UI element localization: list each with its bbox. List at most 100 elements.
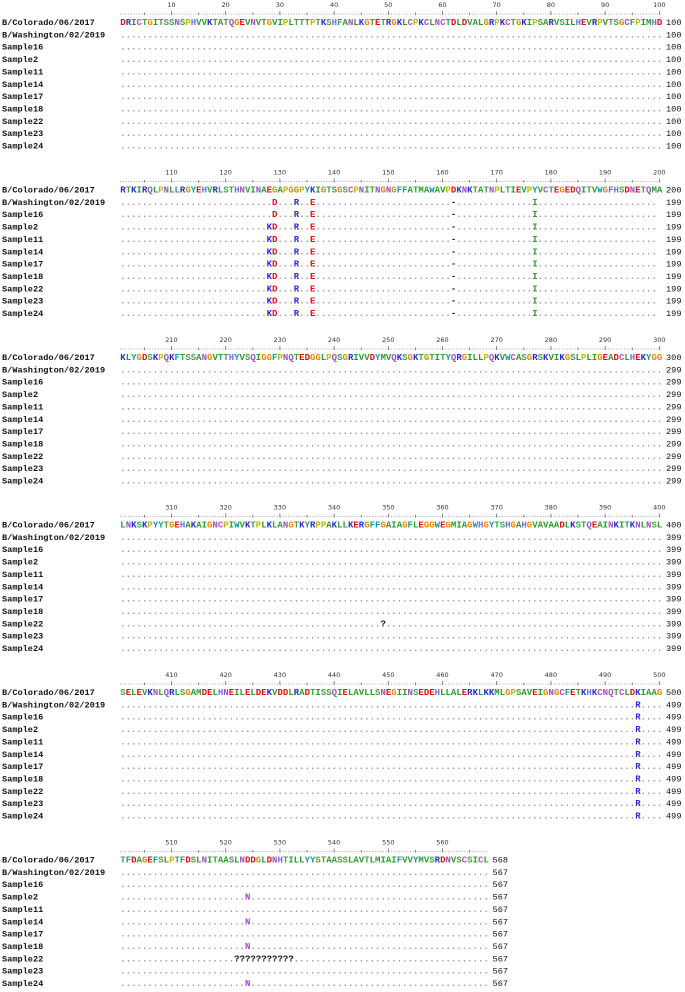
sequence: ........................................… — [120, 737, 662, 747]
sequence-end: 568 — [493, 856, 508, 866]
sequence: ........................................… — [120, 750, 662, 760]
ruler-number: 40 — [330, 1, 338, 9]
sequence: TFDAGEFSLPTFDSLNITAASLNDDGLDNHTILLYYSTAA… — [120, 856, 489, 866]
ruler-number: 380 — [545, 504, 557, 512]
ruler-number: 110 — [165, 169, 177, 177]
sequence-end: 199 — [666, 260, 681, 270]
sequence-end: 199 — [666, 247, 681, 257]
sequence: .....................???????????........… — [120, 954, 489, 964]
sequence: ........................................… — [120, 700, 662, 710]
sequence-end: 100 — [666, 67, 681, 77]
sequence: ........................................… — [120, 533, 662, 543]
sequence-end: 299 — [666, 427, 681, 437]
sequence-end: 399 — [666, 595, 681, 605]
sequence-name: B/Washington/02/2019 — [2, 30, 105, 40]
sequence-name: Sample14 — [2, 247, 43, 257]
sequence-name: B/Washington/02/2019 — [2, 868, 105, 878]
sequence: ...........................KD...R..E....… — [120, 260, 657, 270]
sequence-end: 399 — [666, 582, 681, 592]
sequence-name: B/Colorado/06/2017 — [2, 856, 95, 866]
sequence-name: Sample14 — [2, 582, 43, 592]
ruler-number: 350 — [382, 504, 394, 512]
sequence-name: Sample18 — [2, 439, 43, 449]
ruler-number: 290 — [599, 336, 611, 344]
ruler-number: 200 — [653, 169, 665, 177]
sequence-name: Sample24 — [2, 477, 43, 487]
sequence: .......................N................… — [120, 979, 489, 989]
sequence: .......................N................… — [120, 942, 489, 952]
sequence-name: Sample23 — [2, 129, 43, 139]
sequence: ........................................… — [120, 452, 662, 462]
sequence-name: Sample17 — [2, 427, 43, 437]
sequence: ........................................… — [120, 632, 662, 642]
sequence-end: 299 — [666, 439, 681, 449]
sequence-name: B/Colorado/06/2017 — [2, 521, 95, 531]
sequence: ........................................… — [120, 868, 489, 878]
sequence: ...........................KD...R..E....… — [120, 297, 657, 307]
sequence: ...........................KD...R..E....… — [120, 309, 657, 319]
sequence-name: Sample14 — [2, 917, 43, 927]
sequence-name: Sample2 — [2, 223, 38, 233]
sequence-name: B/Washington/02/2019 — [2, 365, 105, 375]
sequence: ........................................… — [120, 464, 662, 474]
ruler-number: 310 — [165, 504, 177, 512]
sequence-name: Sample11 — [2, 402, 43, 412]
ruler-number: 550 — [382, 839, 394, 847]
sequence: ........................................… — [120, 799, 662, 809]
sequence: ........................................… — [120, 713, 662, 723]
sequence-end: 100 — [666, 104, 681, 114]
sequence: ........................................… — [120, 390, 662, 400]
ruler-number: 340 — [328, 504, 340, 512]
sequence-name: B/Washington/02/2019 — [2, 198, 105, 208]
sequence-end: 299 — [666, 365, 681, 375]
ruler-number: 100 — [653, 1, 665, 9]
sequence: ........................................… — [120, 415, 662, 425]
sequence: ........................................… — [120, 402, 662, 412]
ruler-number: 50 — [384, 1, 392, 9]
sequence-end: 100 — [666, 142, 681, 152]
ruler-number: 390 — [599, 504, 611, 512]
sequence-end: 499 — [666, 713, 681, 723]
sequence-end: 499 — [666, 750, 681, 760]
sequence-name: Sample17 — [2, 595, 43, 605]
sequence-name: Sample16 — [2, 378, 43, 388]
sequence-end: 100 — [666, 117, 681, 127]
sequence: ............................D...R..E....… — [120, 210, 657, 220]
ruler-number: 70 — [493, 1, 501, 9]
sequence-end: 567 — [493, 967, 508, 977]
sequence-end: 567 — [493, 893, 508, 903]
sequence-name: Sample18 — [2, 942, 43, 952]
sequence-end: 499 — [666, 737, 681, 747]
sequence-end: 199 — [666, 198, 681, 208]
sequence-name: B/Washington/02/2019 — [2, 533, 105, 543]
sequence-name: Sample24 — [2, 644, 43, 654]
ruler-number: 180 — [545, 169, 557, 177]
sequence: ...........................KD...R..E....… — [120, 223, 657, 233]
sequence: ........................................… — [120, 142, 662, 152]
sequence-end: 567 — [493, 905, 508, 915]
ruler-number: 160 — [436, 169, 448, 177]
sequence-name: Sample2 — [2, 390, 38, 400]
sequence: ........................................… — [120, 129, 662, 139]
ruler-number: 500 — [653, 671, 665, 679]
ruler-number: 80 — [547, 1, 555, 9]
sequence-name: Sample11 — [2, 570, 43, 580]
ruler-number: 330 — [274, 504, 286, 512]
ruler-number: 360 — [436, 504, 448, 512]
sequence: .......................N................… — [120, 893, 489, 903]
sequence: ........................................… — [120, 905, 489, 915]
sequence: ........................................… — [120, 595, 662, 605]
sequence: ........................................… — [120, 92, 662, 102]
sequence-end: 499 — [666, 799, 681, 809]
sequence-end: 567 — [493, 954, 508, 964]
sequence: LNKSKPYYTGEHAKAIGNCPIWVKTPLKLANGTKYRPPAK… — [120, 521, 662, 531]
sequence-name: B/Washington/02/2019 — [2, 700, 105, 710]
ruler-number: 450 — [382, 671, 394, 679]
ruler-number: 90 — [601, 1, 609, 9]
sequence: ........................................… — [120, 607, 662, 617]
ruler-number: 240 — [328, 336, 340, 344]
sequence: ............................D...R..E....… — [120, 198, 657, 208]
ruler-number: 150 — [382, 169, 394, 177]
sequence-name: B/Colorado/06/2017 — [2, 688, 95, 698]
